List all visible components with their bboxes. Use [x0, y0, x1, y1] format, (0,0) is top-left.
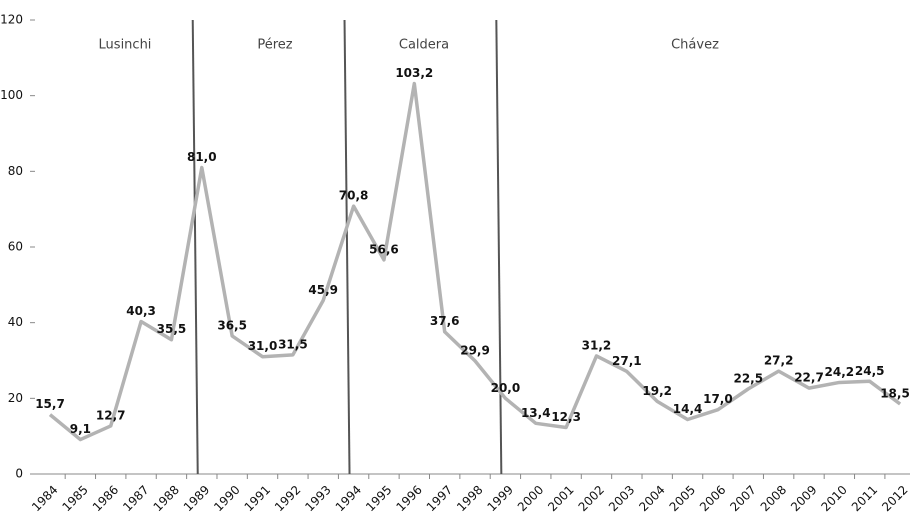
value-label: 24,2: [825, 365, 855, 379]
x-tick-label: 1994: [333, 483, 364, 514]
x-tick-label: 1995: [363, 483, 394, 514]
value-label: 19,2: [642, 384, 672, 398]
value-label: 27,1: [612, 354, 642, 368]
x-tick-label: 1990: [211, 483, 242, 514]
value-label: 40,3: [126, 304, 156, 318]
x-tick-label: 1991: [242, 483, 273, 514]
x-tick-label: 1984: [29, 483, 60, 514]
value-label: 22,5: [733, 371, 763, 385]
x-tick-label: 2005: [667, 483, 698, 514]
value-label: 31,2: [582, 338, 612, 352]
x-tick-label: 1987: [120, 483, 151, 514]
value-label: 35,5: [157, 322, 187, 336]
value-label: 20,0: [491, 381, 521, 395]
period-label: Pérez: [257, 38, 292, 53]
y-tick-label: 20: [8, 391, 23, 405]
x-tick-label: 1999: [484, 483, 515, 514]
value-label: 56,6: [369, 242, 399, 256]
x-tick-label: 1989: [181, 483, 212, 514]
x-tick-label: 1985: [59, 483, 90, 514]
x-tick-label: 2008: [758, 483, 789, 514]
y-tick-label: 0: [15, 467, 23, 481]
value-label: 14,4: [673, 402, 703, 416]
value-label: 27,2: [764, 354, 794, 368]
value-label: 24,5: [855, 364, 885, 378]
x-tick-label: 2006: [697, 483, 728, 514]
x-tick-label: 1997: [424, 483, 455, 514]
period-label: Caldera: [399, 38, 449, 53]
period-label: Lusinchi: [99, 38, 152, 53]
value-label: 103,2: [395, 66, 433, 80]
value-label: 70,8: [339, 189, 369, 203]
x-tick-label: 2001: [545, 483, 576, 514]
value-label: 13,4: [521, 406, 551, 420]
x-tick-label: 2010: [818, 483, 849, 514]
x-tick-label: 1993: [302, 483, 333, 514]
value-label: 17,0: [703, 392, 733, 406]
x-tick-label: 2007: [727, 483, 758, 514]
value-label: 29,9: [460, 343, 490, 357]
y-tick-label: 120: [0, 13, 23, 27]
period-divider: [343, 19, 351, 475]
x-tick-label: 2012: [879, 483, 910, 514]
value-label: 15,7: [35, 397, 65, 411]
x-tick-label: 2009: [788, 483, 819, 514]
value-label: 81,0: [187, 150, 217, 164]
value-label: 12,3: [551, 410, 581, 424]
x-tick-label: 2004: [636, 483, 667, 514]
value-label: 31,0: [248, 339, 278, 353]
period-label: Chávez: [671, 38, 719, 53]
y-tick-label: 100: [0, 88, 23, 102]
value-label: 31,5: [278, 337, 308, 351]
x-tick-label: 1986: [90, 483, 121, 514]
x-tick-label: 1992: [272, 483, 303, 514]
value-label: 45,9: [308, 283, 338, 297]
y-tick-label: 40: [8, 315, 23, 329]
x-tick-label: 2003: [606, 483, 637, 514]
x-tick-label: 2011: [849, 483, 880, 514]
value-label: 22,7: [794, 371, 824, 385]
period-divider: [191, 19, 199, 475]
x-tick-label: 1998: [454, 483, 485, 514]
value-label: 37,6: [430, 314, 460, 328]
y-tick-label: 60: [8, 240, 23, 254]
y-tick-label: 80: [8, 164, 23, 178]
x-tick-label: 1988: [151, 483, 182, 514]
x-tick-label: 2000: [515, 483, 546, 514]
value-label: 18,5: [880, 387, 910, 401]
series-line: [48, 81, 902, 442]
value-label: 36,5: [217, 318, 247, 332]
period-divider: [495, 19, 503, 475]
x-tick-label: 2002: [576, 483, 607, 514]
value-label: 9,1: [70, 422, 91, 436]
x-tick-label: 1996: [393, 483, 424, 514]
value-label: 12,7: [96, 408, 126, 422]
